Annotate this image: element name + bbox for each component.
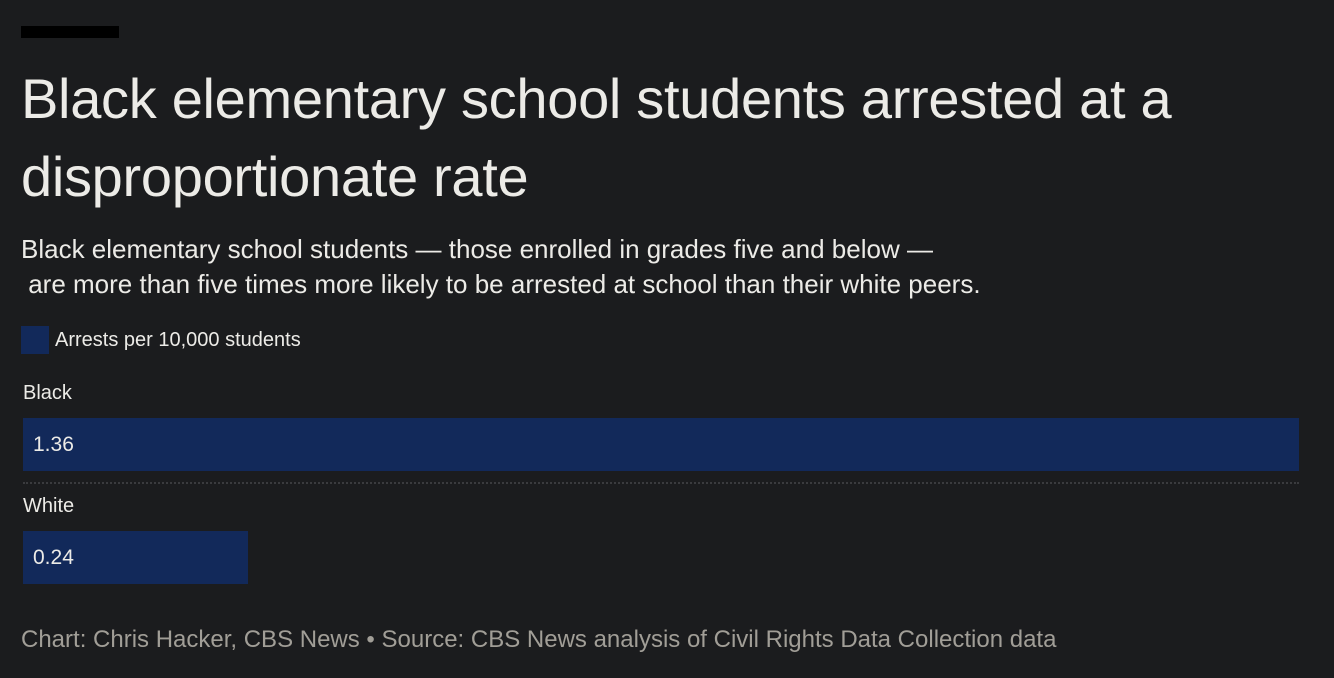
subtitle-line-2: are more than five times more likely to …	[21, 269, 981, 299]
row-label-black: Black	[23, 382, 72, 404]
source-credit: Chart: Chris Hacker, CBS News • Source: …	[21, 626, 1057, 653]
top-accent-rule	[21, 26, 119, 38]
chart-subtitle: Black elementary school students — those…	[21, 232, 1311, 302]
chart-legend: Arrests per 10,000 students	[21, 326, 301, 354]
row-label-white: White	[23, 495, 75, 517]
subtitle-line-1: Black elementary school students — those…	[21, 234, 933, 264]
legend-swatch	[21, 326, 49, 354]
bar-black: 1.36	[23, 418, 1299, 471]
legend-label: Arrests per 10,000 students	[55, 328, 301, 351]
row-divider	[23, 482, 1299, 484]
bar-value-white: 0.24	[33, 545, 74, 569]
bar-value-black: 1.36	[33, 432, 74, 456]
bar-white: 0.24	[23, 531, 248, 584]
chart-title: Black elementary school students arreste…	[21, 67, 1172, 208]
